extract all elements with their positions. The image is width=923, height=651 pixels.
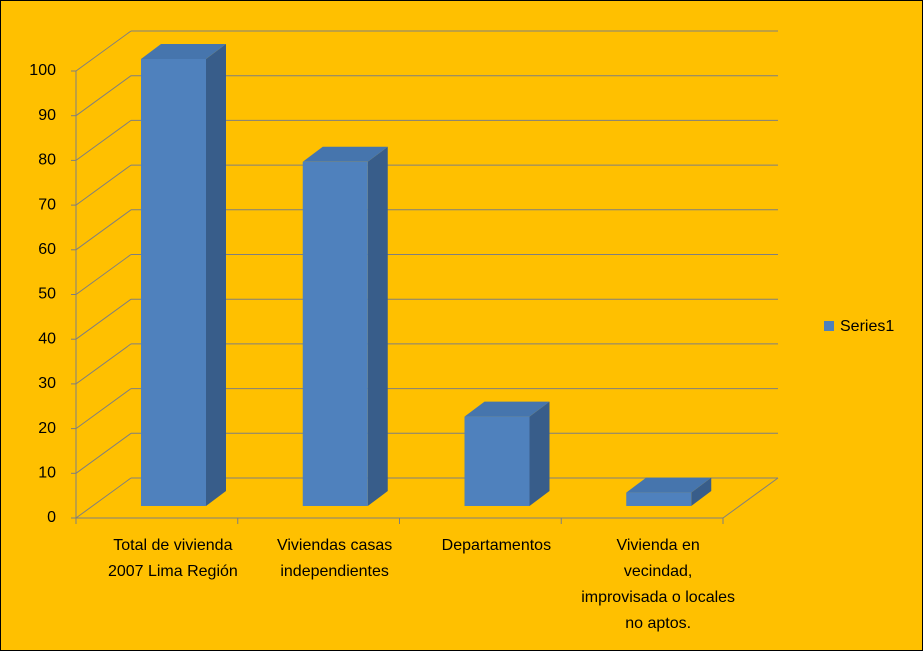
y-tick-label: 90 xyxy=(38,107,56,124)
y-tick-label: 0 xyxy=(47,509,56,526)
y-tick-label: 100 xyxy=(29,62,56,79)
y-tick-label: 50 xyxy=(38,286,56,303)
y-tick-label: 30 xyxy=(38,375,56,392)
bar-side xyxy=(367,146,388,506)
y-tick-label: 60 xyxy=(38,241,56,258)
bar xyxy=(141,59,206,506)
bar xyxy=(464,416,530,506)
x-tick-label: Vivienda en vecindad, improvisada o loca… xyxy=(581,537,736,632)
y-tick-label: 70 xyxy=(38,196,56,213)
legend-label: Series1 xyxy=(840,318,894,335)
grid-line xyxy=(75,119,132,161)
grid-line xyxy=(75,432,132,474)
grid-line xyxy=(75,343,132,385)
y-tick-label: 40 xyxy=(38,330,56,347)
grid-line xyxy=(75,477,132,519)
bar-top xyxy=(464,401,550,417)
bar-top xyxy=(141,44,226,59)
grid-line xyxy=(75,30,132,72)
grid-line xyxy=(75,298,132,340)
x-tick-label: Total de vivienda 2007 Lima Región xyxy=(107,537,238,580)
bar-side xyxy=(529,401,550,506)
y-tick-label: 10 xyxy=(38,465,56,482)
grid-line xyxy=(75,388,132,430)
grid-line xyxy=(75,209,132,251)
grid-line xyxy=(75,254,132,295)
bar-top xyxy=(626,477,712,493)
grid-line xyxy=(75,75,132,117)
bar-top xyxy=(302,146,388,162)
y-tick-label: 80 xyxy=(38,152,56,169)
y-tick-label: 20 xyxy=(38,420,56,437)
bar-side xyxy=(691,477,712,506)
bar xyxy=(302,161,368,506)
grid-line xyxy=(75,164,132,206)
x-tick-label: Viviendas casas independientes xyxy=(276,537,393,580)
x-tick-label: Departamentos xyxy=(441,537,552,554)
bar-side xyxy=(206,44,226,506)
bar xyxy=(626,492,692,506)
floor-right xyxy=(722,477,779,519)
legend-swatch xyxy=(824,321,834,331)
